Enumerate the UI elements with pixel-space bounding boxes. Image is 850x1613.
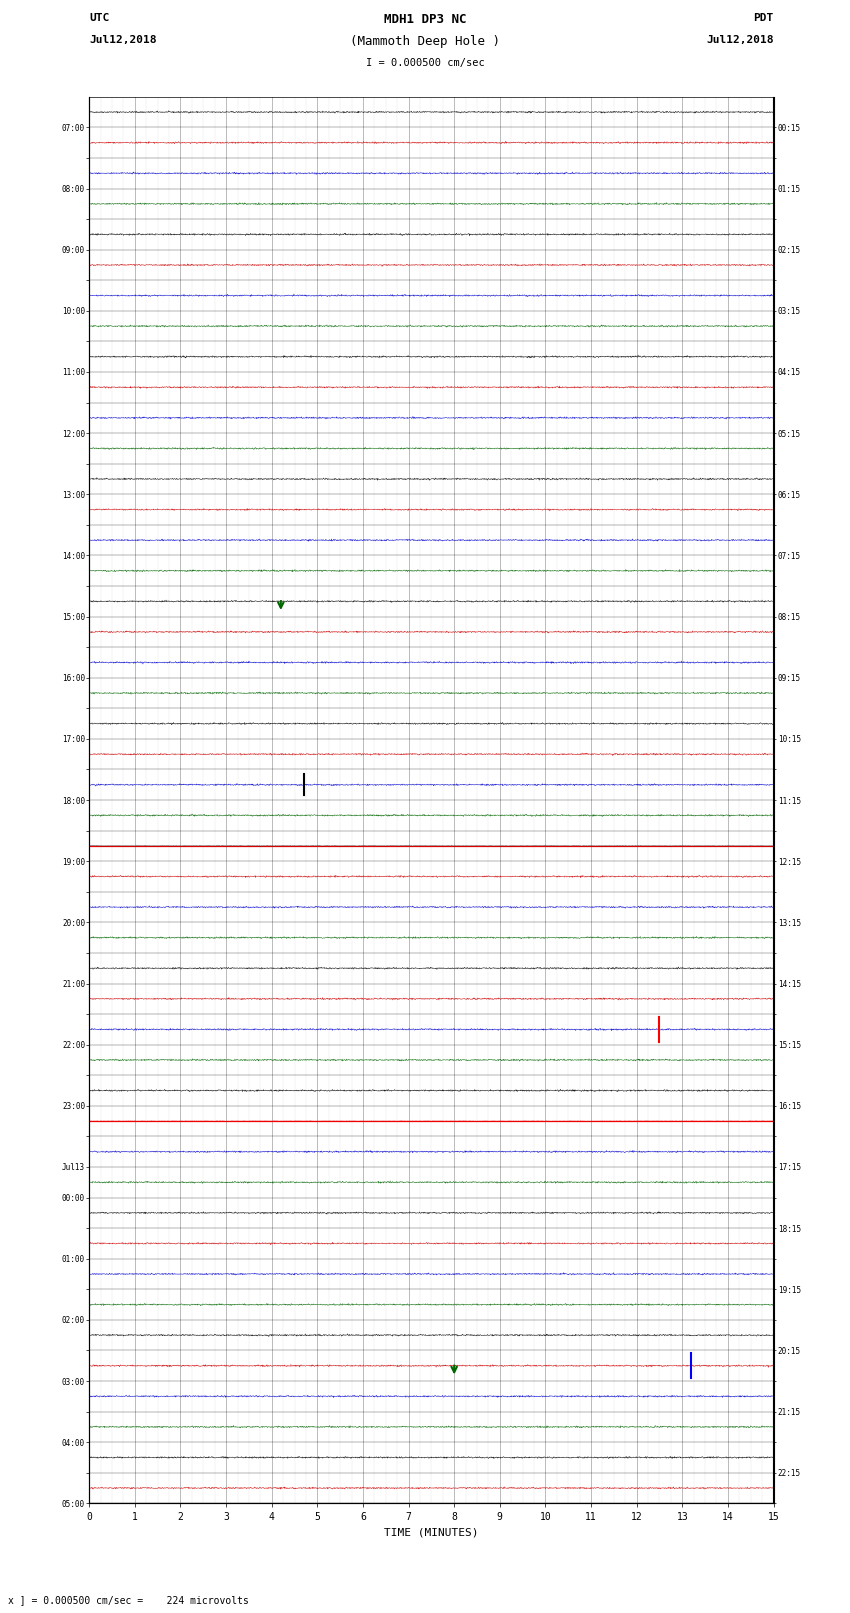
Text: PDT: PDT — [753, 13, 774, 23]
X-axis label: TIME (MINUTES): TIME (MINUTES) — [384, 1528, 479, 1537]
Text: Jul12,2018: Jul12,2018 — [706, 35, 774, 45]
Text: x ] = 0.000500 cm/sec =    224 microvolts: x ] = 0.000500 cm/sec = 224 microvolts — [8, 1595, 249, 1605]
Text: MDH1 DP3 NC: MDH1 DP3 NC — [383, 13, 467, 26]
Text: I = 0.000500 cm/sec: I = 0.000500 cm/sec — [366, 58, 484, 68]
Text: (Mammoth Deep Hole ): (Mammoth Deep Hole ) — [350, 35, 500, 48]
Text: UTC: UTC — [89, 13, 110, 23]
Text: Jul12,2018: Jul12,2018 — [89, 35, 156, 45]
